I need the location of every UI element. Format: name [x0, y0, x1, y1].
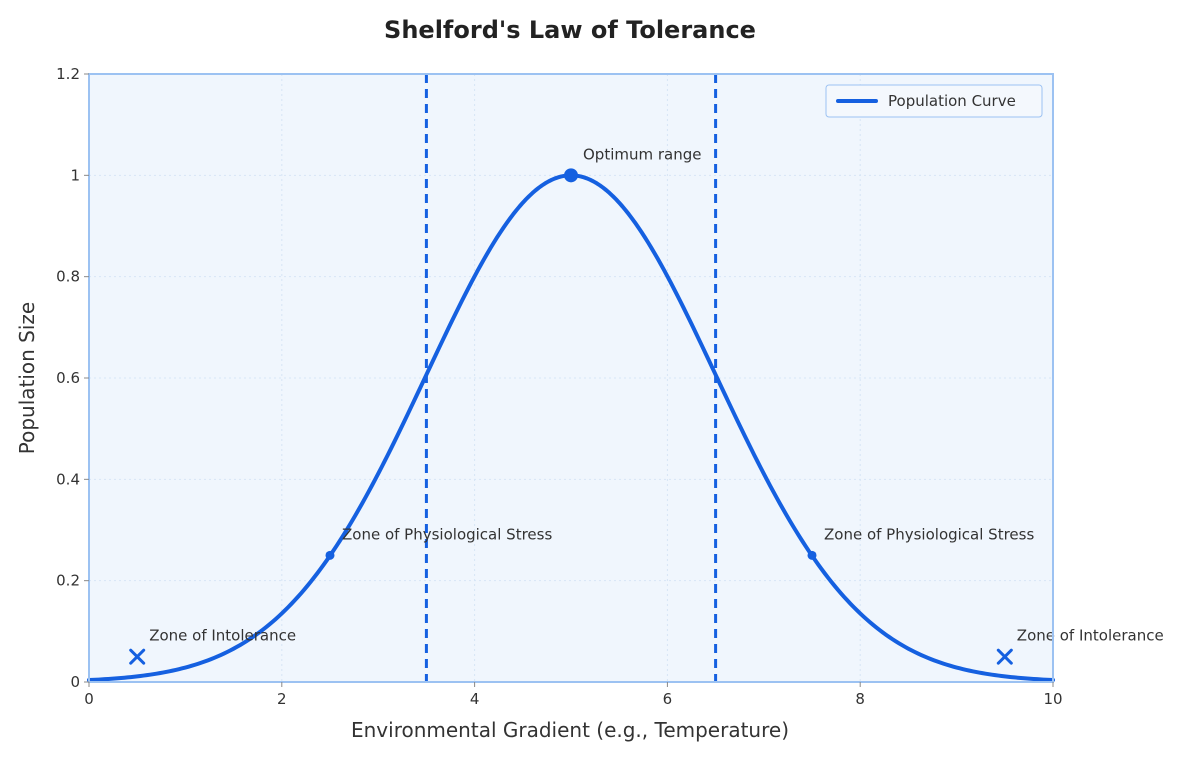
annotation-label: Zone of Intolerance	[149, 627, 296, 645]
x-tick-label: 8	[855, 690, 865, 708]
x-tick-label: 4	[470, 690, 480, 708]
y-tick-label: 0.2	[56, 572, 80, 590]
optimum-point	[564, 168, 578, 183]
y-tick-label: 0	[70, 673, 80, 691]
intolerance-x-marker	[996, 648, 1013, 665]
y-tick-label: 0.4	[56, 470, 80, 488]
legend-label-population-curve: Population Curve	[888, 92, 1016, 110]
y-tick-label: 0.6	[56, 369, 80, 387]
intolerance-x-marker	[129, 648, 146, 665]
y-tick-label: 0.8	[56, 268, 80, 286]
chart-title: Shelford's Law of Tolerance	[384, 16, 756, 44]
annotation-label: Zone of Intolerance	[1017, 627, 1164, 645]
x-tick-label: 2	[277, 690, 287, 708]
x-tick-label: 10	[1043, 690, 1062, 708]
stress-point	[807, 550, 817, 560]
annotation-label: Zone of Physiological Stress	[824, 525, 1034, 543]
x-tick-label: 0	[84, 690, 94, 708]
x-marker-stroke	[129, 648, 146, 665]
stress-point	[325, 550, 335, 560]
y-axis-label: Population Size	[15, 302, 39, 455]
x-marker-stroke	[996, 648, 1013, 665]
x-axis-label: Environmental Gradient (e.g., Temperatur…	[351, 718, 789, 742]
legend: Population Curve	[825, 84, 1043, 118]
y-tick-label: 1.2	[56, 65, 80, 83]
annotation-label: Zone of Physiological Stress	[342, 525, 552, 543]
x-tick-label: 6	[663, 690, 673, 708]
annotation-label: Optimum range	[583, 145, 702, 163]
legend-frame	[825, 84, 1043, 118]
y-tick-label: 1	[70, 166, 80, 184]
